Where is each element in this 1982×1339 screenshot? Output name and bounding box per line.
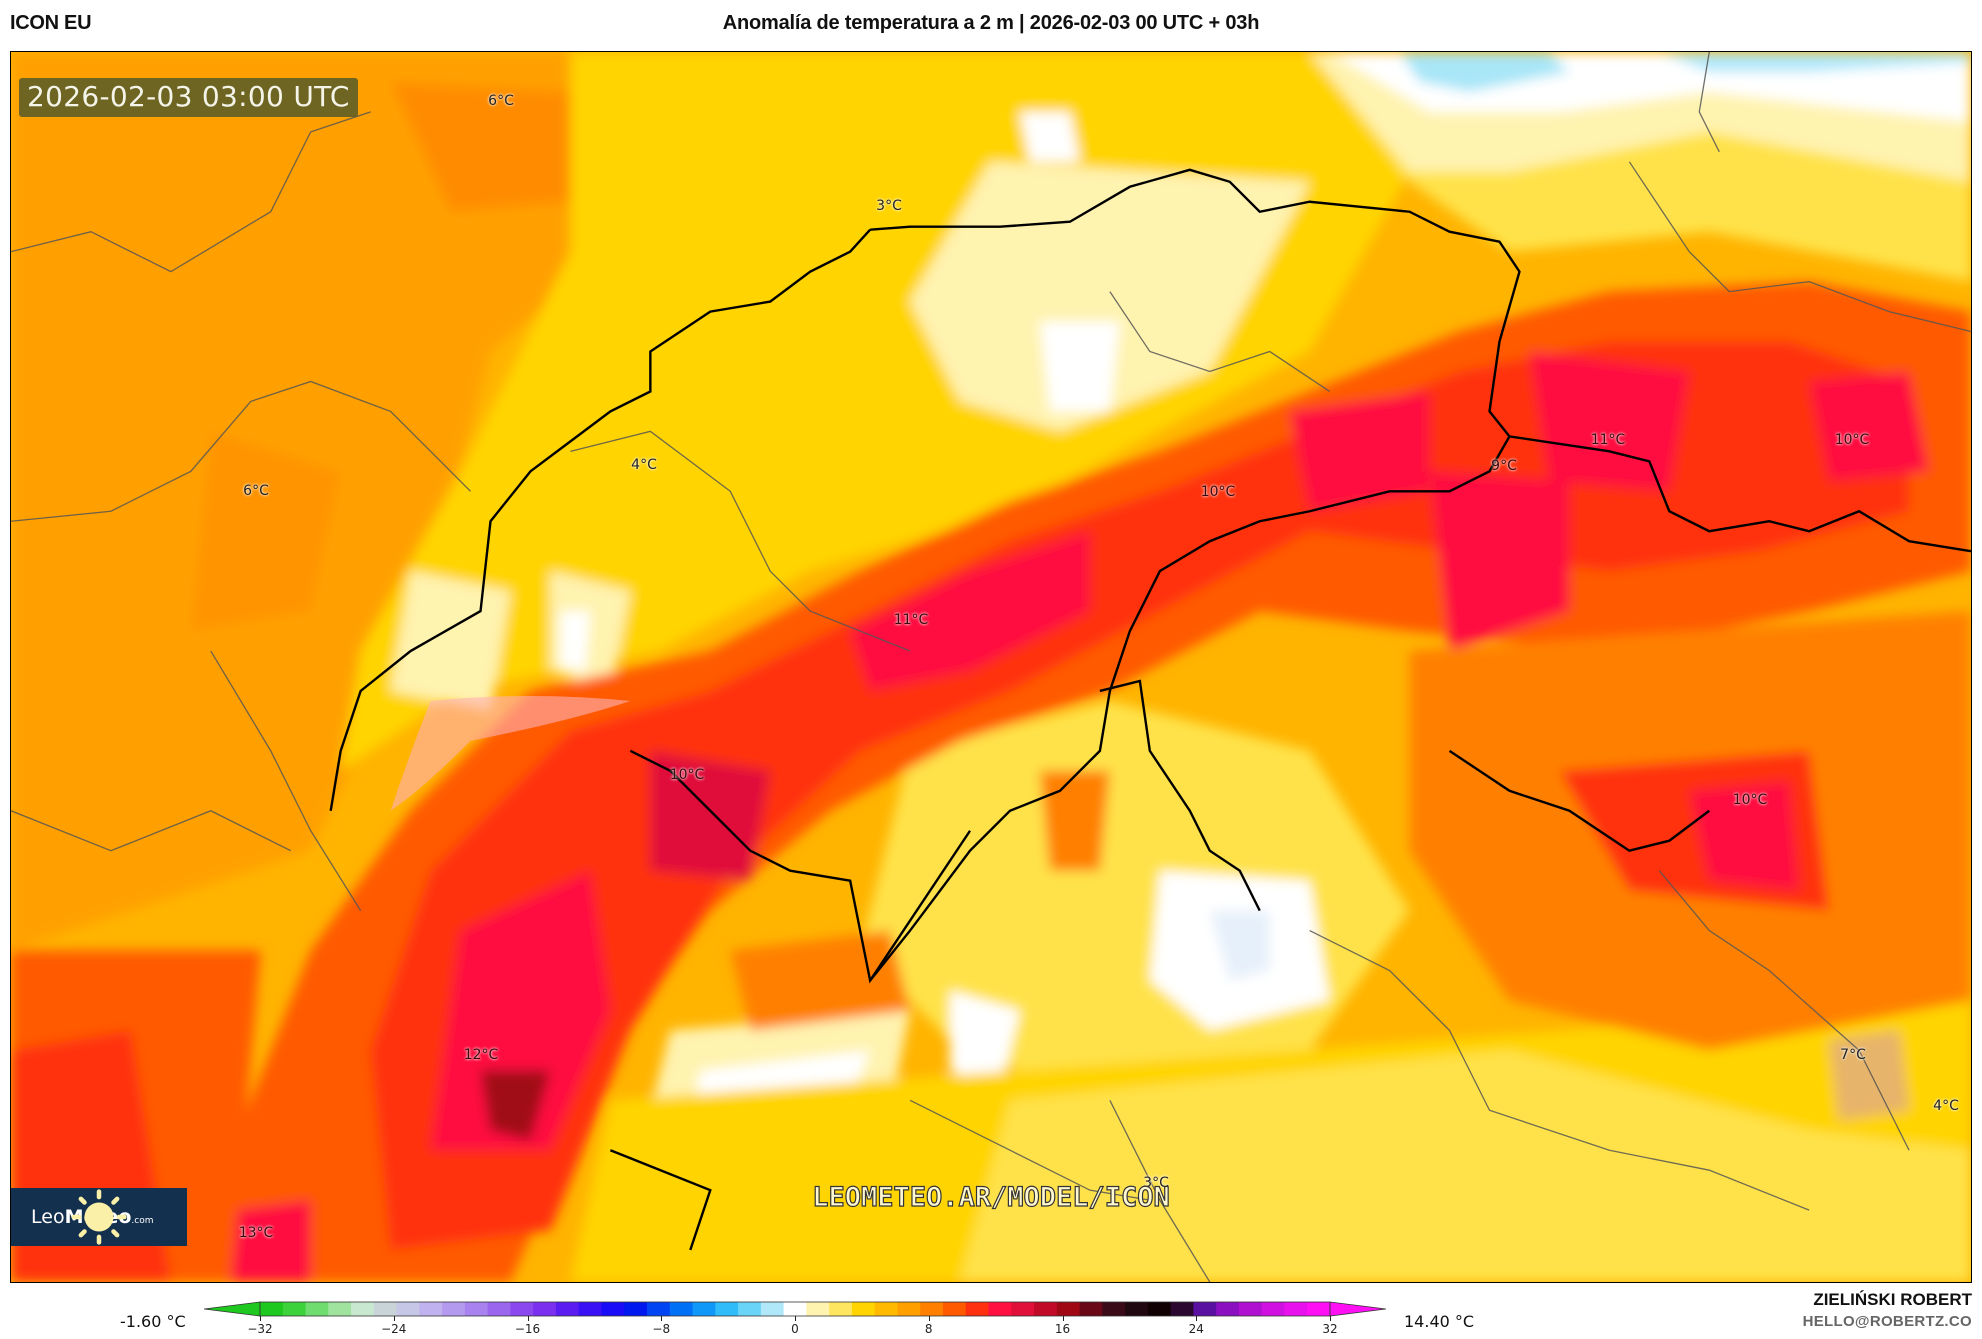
colorbar-tick-label: −24: [381, 1322, 407, 1336]
map-title: Anomalía de temperatura a 2 m | 2026-02-…: [722, 12, 1260, 34]
temp-label: 6°C: [488, 93, 514, 109]
colorbar-tick: [1196, 1316, 1198, 1321]
valid-time-badge: 2026-02-03 03:00 UTC: [19, 78, 358, 117]
sun-icon: [71, 1189, 127, 1245]
model-name: ICON EU: [10, 12, 92, 34]
colorbar-tick: [1062, 1316, 1064, 1321]
anomaly-contour-fill: [11, 52, 1971, 1282]
colorbar-tick-label: −8: [652, 1322, 671, 1336]
colorbar-tick: [393, 1316, 395, 1321]
author-email[interactable]: HELLO@ROBERTZ.CO: [1802, 1313, 1972, 1330]
temp-label: 10°C: [669, 767, 705, 783]
source-watermark: LEOMETEO.AR/MODEL/ICON: [812, 1181, 1171, 1213]
author-name: ZIELIŃSKI ROBERT: [1813, 1290, 1972, 1309]
temp-label: 10°C: [1200, 484, 1236, 500]
temp-label: 4°C: [631, 457, 657, 473]
colorbar-tick-label: 8: [924, 1322, 933, 1336]
temp-label: 7°C: [1840, 1047, 1866, 1063]
colorbar-tick-label: −16: [514, 1322, 541, 1336]
temp-label: 13°C: [238, 1225, 274, 1241]
colorbar-tick-label: 24: [1188, 1322, 1204, 1336]
colorbar-tick: [661, 1316, 663, 1321]
temp-label: 11°C: [1590, 432, 1626, 448]
colorbar-tick-label: 16: [1054, 1322, 1071, 1336]
country-borders: [329, 168, 1971, 1251]
colorbar-max-label: 14.40 °C: [1404, 1312, 1475, 1331]
colorbar-tick-label: −32: [247, 1322, 273, 1336]
temp-label: 3°C: [876, 198, 902, 214]
temperature-anomaly-map[interactable]: 2026-02-03 03:00 UTC 6°C 3°C 4°C 6°C 10°…: [10, 51, 1972, 1283]
temp-label: 6°C: [243, 483, 269, 499]
temp-label: 4°C: [1933, 1098, 1959, 1114]
colorbar-tick: [260, 1316, 261, 1321]
temp-label: 9°C: [1491, 458, 1517, 474]
temp-label: 11°C: [893, 612, 929, 628]
temp-label: 3°C: [1143, 1175, 1169, 1191]
colorbar-tick: [928, 1316, 930, 1321]
temp-label: 10°C: [1834, 432, 1870, 448]
colorbar-tick: [1330, 1316, 1331, 1321]
colorbar-tick: [795, 1316, 796, 1321]
leometeo-logo[interactable]: LeoMeteo.com: [11, 1188, 187, 1246]
colorbar-tick: [527, 1316, 529, 1321]
colorbar-tick-label: 0: [791, 1322, 799, 1336]
colorbar-tick-label: 32: [1322, 1322, 1338, 1336]
temp-label: 10°C: [1732, 792, 1768, 808]
colorbar-min-label: -1.60 °C: [120, 1312, 186, 1331]
colorbar: [204, 1301, 1386, 1317]
temp-label: 12°C: [463, 1047, 499, 1063]
